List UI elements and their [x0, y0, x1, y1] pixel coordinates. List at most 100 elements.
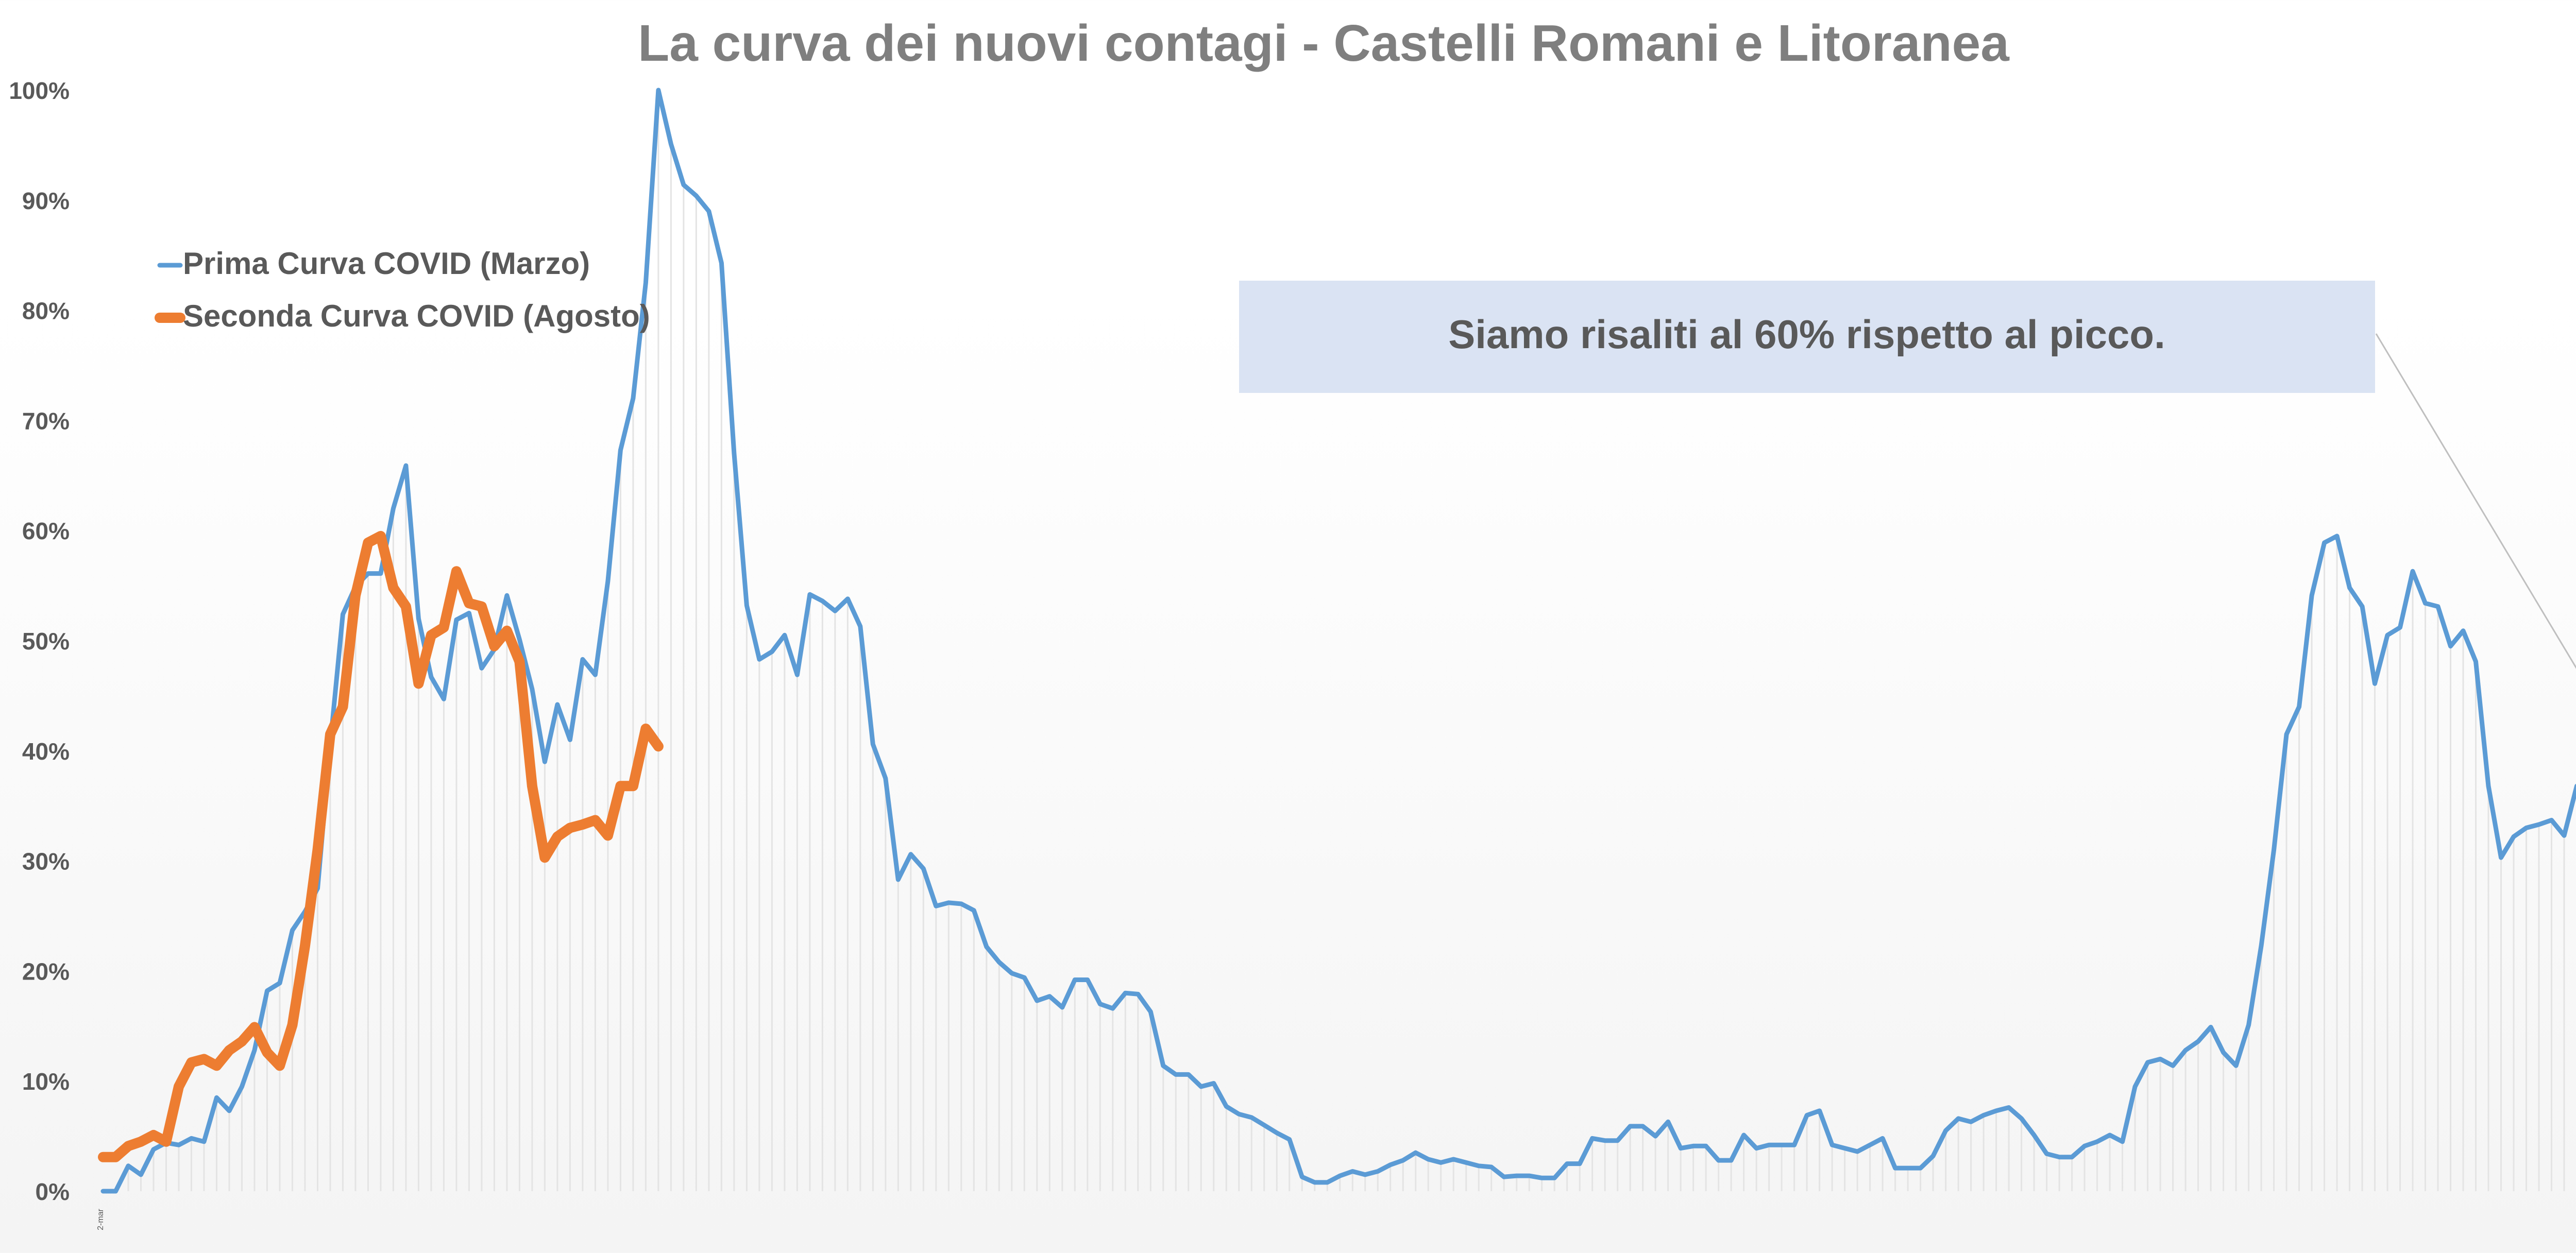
- data-point-prima: [2095, 1140, 2099, 1144]
- legend: Prima Curva COVID (Marzo) Seconda Curva …: [155, 246, 650, 333]
- data-point-seconda: [581, 822, 585, 827]
- data-point-seconda: [341, 705, 345, 709]
- data-point-prima: [1906, 1166, 1910, 1170]
- data-point-prima: [1199, 1085, 1203, 1089]
- data-point-prima: [543, 760, 547, 764]
- data-point-seconda: [517, 660, 521, 664]
- data-point-prima: [1565, 1162, 1569, 1166]
- data-point-seconda: [555, 835, 560, 839]
- data-point-seconda: [290, 1023, 294, 1027]
- data-point-seconda: [467, 601, 471, 605]
- data-point-prima: [1994, 1109, 1998, 1113]
- data-point-prima: [113, 1189, 117, 1193]
- data-point-prima: [1363, 1173, 1367, 1177]
- data-point-prima: [341, 612, 345, 616]
- data-point-prima: [1502, 1175, 1506, 1179]
- data-point-prima: [1616, 1139, 1620, 1143]
- data-point-seconda: [202, 1057, 206, 1061]
- data-point-prima: [2297, 705, 2301, 709]
- data-point-prima: [1489, 1165, 1494, 1169]
- data-point-prima: [391, 506, 395, 510]
- data-point-prima: [1111, 1006, 1115, 1010]
- data-point-prima: [2133, 1085, 2137, 1089]
- data-point-prima: [2209, 1025, 2213, 1029]
- data-point-prima: [429, 675, 433, 679]
- data-point-prima: [442, 697, 446, 701]
- data-point-prima: [618, 448, 622, 452]
- data-point-prima: [1653, 1134, 1657, 1138]
- data-point-seconda: [656, 744, 660, 748]
- data-point-prima: [1249, 1115, 1253, 1120]
- data-point-seconda: [530, 784, 534, 788]
- data-point-prima: [1578, 1162, 1582, 1166]
- data-point-prima: [1060, 1005, 1064, 1009]
- y-tick-label: 30%: [22, 848, 70, 875]
- y-tick-label: 10%: [22, 1068, 70, 1095]
- data-point-prima: [1300, 1175, 1304, 1179]
- data-point-prima: [2537, 822, 2541, 827]
- data-point-prima: [1956, 1117, 1960, 1121]
- data-point-seconda: [442, 625, 446, 629]
- data-point-prima: [1275, 1131, 1279, 1135]
- data-point-prima: [1818, 1109, 1822, 1113]
- data-point-prima: [2524, 826, 2529, 830]
- data-point-prima: [1981, 1113, 1986, 1117]
- data-point-prima: [2158, 1057, 2162, 1061]
- data-point-prima: [1439, 1160, 1443, 1164]
- data-point-prima: [126, 1164, 130, 1168]
- data-point-prima: [2310, 593, 2314, 597]
- y-tick-label: 40%: [22, 738, 70, 765]
- data-point-seconda: [139, 1140, 143, 1144]
- x-axis-ticks: 2-mar17-set: [96, 1208, 105, 1230]
- data-point-prima: [707, 209, 711, 213]
- data-point-prima: [2499, 855, 2503, 860]
- data-point-prima: [1830, 1143, 1834, 1147]
- data-point-prima: [858, 624, 862, 628]
- data-point-prima: [669, 142, 673, 146]
- data-point-prima: [177, 1143, 181, 1147]
- data-point-prima: [2007, 1106, 2011, 1110]
- data-point-prima: [682, 183, 686, 187]
- data-point-seconda: [480, 605, 484, 609]
- data-point-prima: [2461, 629, 2465, 633]
- data-point-prima: [2057, 1155, 2061, 1159]
- data-point-seconda: [113, 1155, 117, 1159]
- data-point-prima: [2284, 732, 2289, 736]
- data-point-prima: [1022, 975, 1026, 980]
- data-point-seconda: [177, 1085, 181, 1089]
- data-point-prima: [2032, 1133, 2036, 1137]
- data-point-prima: [366, 572, 370, 576]
- data-point-prima: [2146, 1060, 2150, 1065]
- data-point-seconda: [416, 681, 420, 685]
- data-point-prima: [808, 592, 812, 596]
- data-point-prima: [2385, 633, 2389, 637]
- data-point-prima: [480, 666, 484, 670]
- data-point-prima: [833, 609, 837, 613]
- data-point-prima: [1805, 1113, 1809, 1117]
- data-point-prima: [315, 886, 319, 890]
- data-point-prima: [151, 1147, 156, 1152]
- data-point-prima: [353, 585, 358, 589]
- data-point-prima: [1780, 1143, 1784, 1147]
- data-point-prima: [959, 902, 963, 906]
- data-point-seconda: [252, 1025, 257, 1029]
- data-point-prima: [252, 1048, 257, 1052]
- data-point-prima: [1376, 1170, 1380, 1174]
- data-point-prima: [732, 452, 736, 456]
- data-point-prima: [1401, 1158, 1405, 1162]
- data-point-prima: [1010, 971, 1014, 975]
- data-point-prima: [719, 261, 723, 265]
- data-point-seconda: [404, 605, 408, 609]
- data-point-prima: [555, 702, 560, 707]
- data-point-prima: [1880, 1136, 1885, 1140]
- data-point-seconda: [492, 644, 496, 648]
- data-point-prima: [985, 945, 989, 949]
- series-line-prima-curva: [100, 88, 2576, 1194]
- data-point-prima: [2360, 605, 2364, 609]
- data-point-seconda: [101, 1155, 105, 1159]
- data-point-prima: [1691, 1144, 1696, 1148]
- data-point-seconda: [315, 848, 319, 852]
- data-point-prima: [946, 901, 951, 905]
- data-point-seconda: [391, 586, 395, 590]
